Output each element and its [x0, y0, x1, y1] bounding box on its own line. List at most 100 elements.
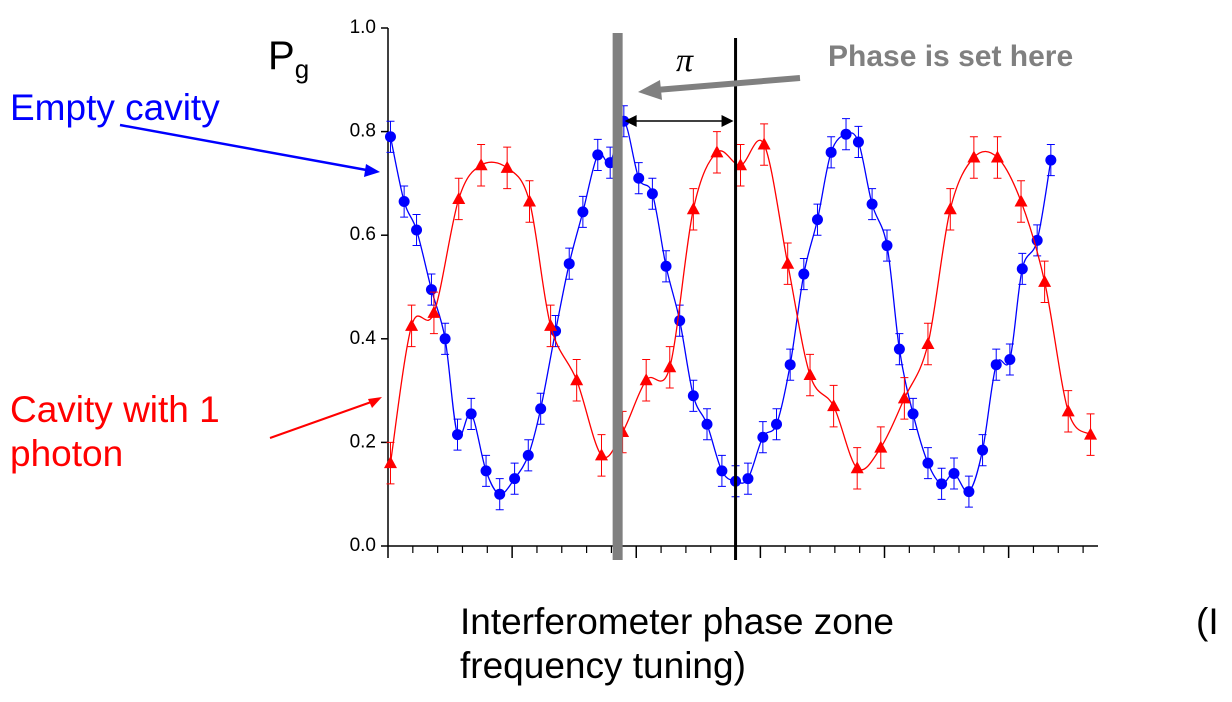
- marker: [757, 431, 769, 443]
- x-axis-label-extra: (I: [1196, 601, 1219, 642]
- marker: [907, 408, 919, 420]
- marker: [577, 206, 589, 218]
- marker: [427, 305, 441, 318]
- marker: [452, 429, 464, 441]
- marker: [1084, 427, 1098, 440]
- marker: [936, 478, 948, 490]
- marker: [874, 440, 888, 453]
- pi-arrowhead: [624, 115, 734, 127]
- series-label: Cavity with 1 photon: [10, 389, 220, 474]
- marker: [674, 315, 686, 327]
- annotation-arrow: [655, 75, 801, 93]
- marker: [967, 150, 981, 163]
- marker: [866, 198, 878, 210]
- marker: [509, 473, 521, 485]
- marker: [977, 444, 989, 456]
- marker: [921, 336, 935, 349]
- marker: [383, 456, 397, 469]
- marker: [1061, 404, 1075, 417]
- marker: [803, 368, 817, 381]
- marker: [1014, 194, 1028, 207]
- marker: [660, 260, 672, 272]
- marker: [1004, 354, 1016, 366]
- marker: [398, 196, 410, 208]
- x-axis-label: Interferometer phase zone frequency tuni…: [460, 601, 894, 686]
- marker: [411, 224, 423, 236]
- series-arrowhead: [368, 397, 382, 408]
- y-label-main: P: [268, 34, 295, 78]
- marker: [798, 268, 810, 280]
- marker: [474, 158, 488, 171]
- fit-curve: [389, 120, 1052, 495]
- marker: [811, 214, 823, 226]
- marker: [784, 359, 796, 371]
- marker: [990, 150, 1004, 163]
- marker: [687, 390, 699, 402]
- marker: [710, 145, 724, 158]
- marker: [757, 137, 771, 150]
- marker: [827, 399, 841, 412]
- marker: [639, 373, 653, 386]
- marker: [850, 461, 864, 474]
- marker: [663, 360, 677, 373]
- marker: [686, 202, 700, 215]
- marker: [1045, 154, 1057, 166]
- marker: [963, 486, 975, 498]
- series-label: Empty cavity: [10, 87, 220, 128]
- annotation-arrowhead: [638, 80, 662, 100]
- y-label-sub: g: [294, 54, 310, 84]
- pi-label: π: [676, 42, 694, 79]
- marker: [734, 158, 748, 171]
- marker: [563, 258, 575, 270]
- marker: [1038, 274, 1052, 287]
- marker: [523, 194, 537, 207]
- y-tick-label: 0.2: [350, 431, 376, 452]
- series-arrow: [119, 123, 373, 173]
- marker: [781, 256, 795, 269]
- y-tick-label: 0.0: [350, 535, 376, 556]
- series-arrowhead: [364, 164, 380, 177]
- marker: [1016, 263, 1028, 275]
- marker: [701, 418, 713, 430]
- marker: [439, 333, 451, 345]
- marker: [943, 202, 957, 215]
- marker: [405, 318, 419, 331]
- marker: [594, 448, 608, 461]
- y-axis-label: Pg: [268, 34, 309, 85]
- marker: [592, 149, 604, 161]
- marker: [948, 467, 960, 479]
- marker: [893, 343, 905, 355]
- marker: [500, 160, 514, 173]
- annotation: Phase is set here: [828, 40, 1074, 73]
- y-tick-label: 1.0: [350, 17, 376, 38]
- marker: [852, 136, 864, 148]
- marker: [465, 408, 477, 420]
- fit-curve: [389, 140, 1092, 471]
- marker: [544, 318, 558, 331]
- marker: [716, 465, 728, 477]
- marker: [522, 449, 534, 461]
- marker: [840, 128, 852, 140]
- marker: [480, 465, 492, 477]
- marker: [425, 284, 437, 296]
- marker: [646, 188, 658, 200]
- marker: [742, 473, 754, 485]
- marker: [633, 172, 645, 184]
- marker: [535, 403, 547, 415]
- marker: [494, 488, 506, 500]
- marker: [771, 418, 783, 430]
- marker: [990, 359, 1002, 371]
- marker: [452, 191, 466, 204]
- y-tick-label: 0.4: [350, 328, 377, 349]
- series-arrow: [269, 400, 375, 439]
- marker: [897, 391, 911, 404]
- y-tick-label: 0.8: [350, 121, 376, 142]
- y-tick-label: 0.6: [350, 224, 376, 245]
- marker: [881, 240, 893, 252]
- marker: [922, 457, 934, 469]
- marker: [384, 131, 396, 143]
- marker: [825, 146, 837, 158]
- marker: [570, 373, 584, 386]
